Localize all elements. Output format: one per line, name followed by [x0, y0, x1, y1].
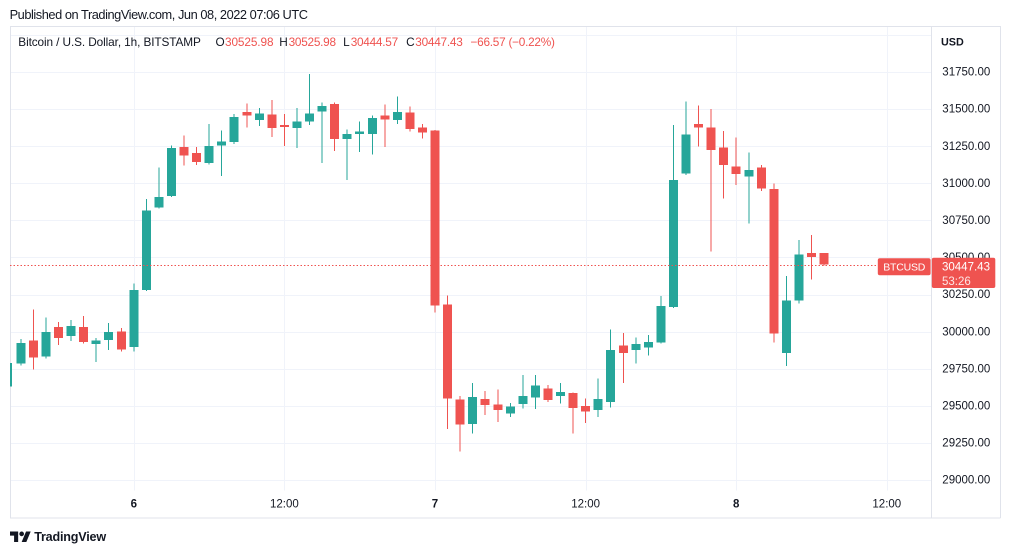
svg-text:Bitcoin / U.S. Dollar, 1h, BIT: Bitcoin / U.S. Dollar, 1h, BITSTAMP O3052…: [18, 35, 555, 49]
svg-text:53:26: 53:26: [942, 276, 971, 288]
svg-text:30447.43: 30447.43: [942, 262, 990, 274]
svg-text:TradingView: TradingView: [34, 530, 106, 544]
svg-text:BTCUSD: BTCUSD: [883, 261, 926, 273]
svg-text:Published on TradingView.com,: Published on TradingView.com, Jun 08, 20…: [10, 7, 308, 22]
